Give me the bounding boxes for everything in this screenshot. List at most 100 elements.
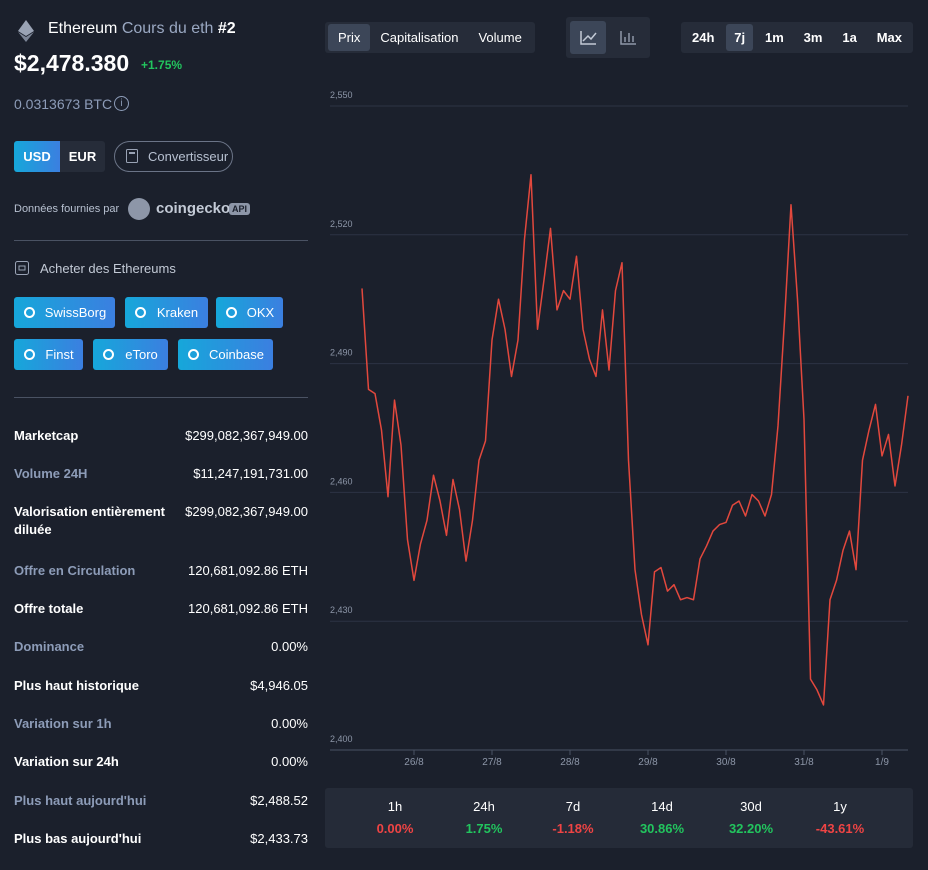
period-label: 1h (387, 799, 403, 814)
stat-label: Marketcap (14, 428, 79, 443)
coingecko-logo (128, 198, 150, 220)
period-change: 32.20% (728, 821, 774, 836)
period-change: -1.18% (552, 821, 594, 836)
coin-name: Ethereum (48, 20, 118, 37)
period-label: 7d (565, 799, 581, 814)
eth-logo (18, 20, 34, 42)
provider-brand: coingecko (156, 200, 231, 217)
range-tab[interactable]: 7j (726, 24, 754, 51)
period-change: -43.61% (815, 821, 865, 836)
stat-value: $299,082,367,949.00 (185, 428, 308, 443)
y-tick-label: 2,460 (330, 476, 353, 486)
exchange-button[interactable]: eToro (93, 339, 168, 370)
stat-value: 120,681,092.86 ETH (188, 601, 308, 616)
range-tab[interactable]: Max (876, 30, 902, 45)
stat-row: Marketcap $299,082,367,949.00 (14, 427, 308, 445)
range-tab[interactable]: 3m (803, 30, 823, 45)
exchange-icon (24, 349, 35, 360)
period-change: 1.75% (465, 821, 503, 836)
stat-row: Offre totale 120,681,092.86 ETH (14, 600, 308, 618)
stat-label: Dominance (14, 639, 85, 654)
y-tick-label: 2,520 (330, 219, 353, 229)
stat-label: Offre totale (14, 601, 84, 616)
range-tab[interactable]: 24h (692, 30, 715, 45)
coin-subtitle: Cours du eth (121, 20, 214, 37)
api-badge: API (229, 203, 251, 215)
stat-label: Volume 24H (14, 466, 88, 481)
stat-value: 120,681,092.86 ETH (188, 563, 308, 578)
exchange-icon (226, 307, 237, 318)
metric-tab[interactable]: Capitalisation (380, 30, 459, 45)
x-tick-label: 29/8 (638, 757, 658, 768)
stat-label: Valorisation entièrement diluée (14, 504, 165, 537)
stat-row: Variation sur 24h 0.00% (14, 753, 308, 771)
x-tick-label: 28/8 (560, 757, 580, 768)
separator (14, 397, 308, 398)
stat-label: Offre en Circulation (14, 563, 136, 578)
price-change: +1.75% (141, 58, 183, 72)
provider-label: Données fournies par (14, 203, 120, 215)
currency-usd[interactable]: USD (14, 141, 60, 172)
metric-tab[interactable]: Volume (478, 30, 522, 45)
stat-row: Plus bas aujourd'hui $2,433.73 (14, 830, 308, 848)
period-label: 1y (833, 799, 847, 814)
y-tick-label: 2,550 (330, 90, 353, 100)
converter-label: Convertisseur (148, 149, 229, 164)
calculator-icon (126, 149, 138, 163)
buy-title: Acheter des Ethereums (40, 261, 176, 276)
info-icon[interactable]: i (114, 96, 129, 111)
line-type-button[interactable] (570, 21, 606, 54)
x-tick-label: 30/8 (716, 757, 736, 768)
exchange-icon (103, 349, 114, 360)
stat-value: $11,247,191,731.00 (193, 466, 308, 481)
exchange-name: Coinbase (209, 347, 264, 362)
x-tick-label: 31/8 (794, 757, 814, 768)
exchange-button[interactable]: Finst (14, 339, 83, 370)
exchange-icon (135, 307, 146, 318)
price: $2,478.380 (14, 50, 130, 76)
range-tab[interactable]: 1a (842, 30, 857, 45)
bar-type-button[interactable] (610, 21, 646, 54)
stat-value: 0.00% (271, 754, 308, 769)
range-tabs: 24h 7j 1m 3m 1a Max (681, 22, 913, 53)
stat-label: Plus haut aujourd'hui (14, 793, 147, 808)
metric-tab[interactable]: Prix (328, 24, 371, 51)
chart-type-tabs (566, 17, 650, 58)
converter-button[interactable]: Convertisseur (114, 141, 233, 172)
exchange-button[interactable]: Coinbase (178, 339, 273, 370)
exchange-button[interactable]: OKX (216, 297, 283, 328)
period-label: 30d (740, 799, 762, 814)
exchange-name: eToro (125, 347, 158, 362)
period-label: 24h (473, 799, 495, 814)
stat-value: 0.00% (271, 639, 308, 654)
stat-row: Dominance 0.00% (14, 638, 308, 656)
y-tick-label: 2,490 (330, 348, 353, 358)
period-change: 30.86% (639, 821, 685, 836)
y-tick-label: 2,430 (330, 605, 353, 615)
x-tick-label: 1/9 (875, 757, 889, 768)
separator (14, 240, 308, 241)
x-tick-label: 27/8 (482, 757, 502, 768)
exchange-icon (188, 349, 199, 360)
range-tab[interactable]: 1m (765, 30, 784, 45)
exchange-button[interactable]: SwissBorg (14, 297, 115, 328)
stat-row: Variation sur 1h 0.00% (14, 715, 308, 733)
exchange-name: Finst (45, 347, 74, 362)
exchange-name: SwissBorg (44, 305, 107, 320)
price-line (361, 173, 909, 706)
exchange-name: OKX (246, 305, 275, 320)
title: Ethereum Cours du eth #2 (48, 20, 236, 38)
performance-table: 1h 0.00% 24h 1.75% 7d -1.18% 14d 30.86% 30d 32.20… (325, 788, 913, 848)
stat-value: $4,946.05 (250, 678, 308, 693)
period-label: 14d (651, 799, 673, 814)
btc-price: 0.0313673 BTC (14, 96, 113, 112)
metric-tabs: Prix Capitalisation Volume (325, 22, 535, 53)
exchange-name: Kraken (156, 305, 199, 320)
currency-eur[interactable]: EUR (60, 141, 105, 172)
stat-value: 0.00% (271, 716, 308, 731)
exchange-button[interactable]: Kraken (125, 297, 208, 328)
cart-icon (15, 261, 29, 275)
stat-value: $2,433.73 (250, 831, 308, 846)
